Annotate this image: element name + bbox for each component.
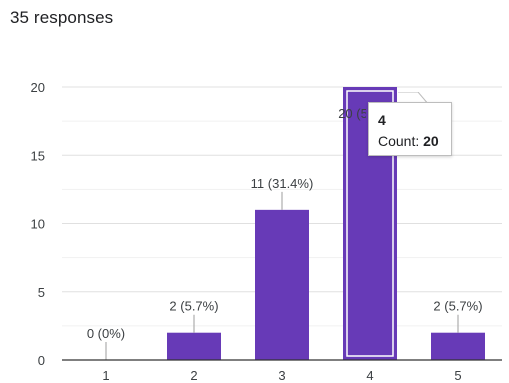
tooltip-count: Count: 20 [378, 133, 439, 149]
responses-count: 35 responses [10, 8, 114, 27]
tooltip-pointer [398, 92, 430, 106]
y-tick-label: 20 [31, 80, 45, 95]
tooltip-count-label: Count: [378, 133, 424, 149]
data-label: 2 (5.7%) [169, 299, 218, 314]
data-label: 20 (57.1%) [338, 106, 402, 121]
x-tick-label: 4 [366, 368, 373, 383]
x-tick-label: 5 [454, 368, 461, 383]
bar-3 [255, 209, 309, 360]
y-tick-label: 0 [38, 353, 45, 368]
bar-tooltip: 4 Count: 20 [368, 102, 452, 156]
bar-5 [431, 332, 485, 360]
data-label: 11 (31.4%) [251, 176, 314, 191]
x-tick-label: 2 [190, 368, 197, 383]
data-label: 2 (5.7%) [433, 299, 482, 314]
y-tick-label: 15 [31, 148, 45, 163]
y-tick-label: 10 [31, 217, 45, 232]
x-tick-label: 1 [102, 368, 109, 383]
data-labels-layer: 0 (0%) 2 (5.7%) 11 (31.4%) 20 (57.1%) 2 (5.7… [87, 106, 483, 360]
axis-layer: 0 5 10 15 20 1 2 3 4 5 [31, 80, 502, 383]
bar-2 [167, 332, 221, 360]
x-tick-label: 3 [278, 368, 285, 383]
data-label: 0 (0%) [87, 326, 125, 341]
tooltip-count-value: 20 [423, 133, 439, 149]
bar-highlight-outline [346, 90, 394, 357]
tooltip-category: 4 [378, 112, 386, 128]
bars-layer [167, 87, 485, 360]
y-tick-label: 5 [38, 285, 45, 300]
